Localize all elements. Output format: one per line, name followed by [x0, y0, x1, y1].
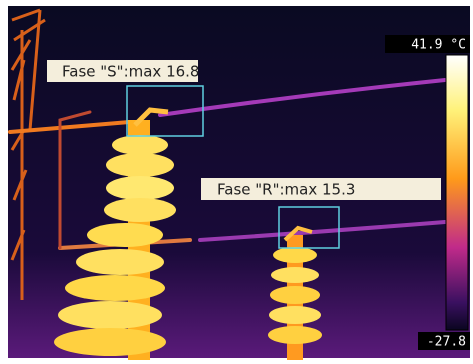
color-bar	[446, 55, 468, 330]
roi-label: Fase "R":max 15.3	[217, 181, 355, 199]
scale-max: 41.9 °C	[411, 38, 466, 53]
thermal-view: Fase "S":max 16.8 Fase "R":max 15.3 41.9…	[0, 0, 473, 364]
scale-min: -27.8	[427, 335, 466, 350]
roi-label: Fase "S":max 16.8	[62, 63, 199, 81]
